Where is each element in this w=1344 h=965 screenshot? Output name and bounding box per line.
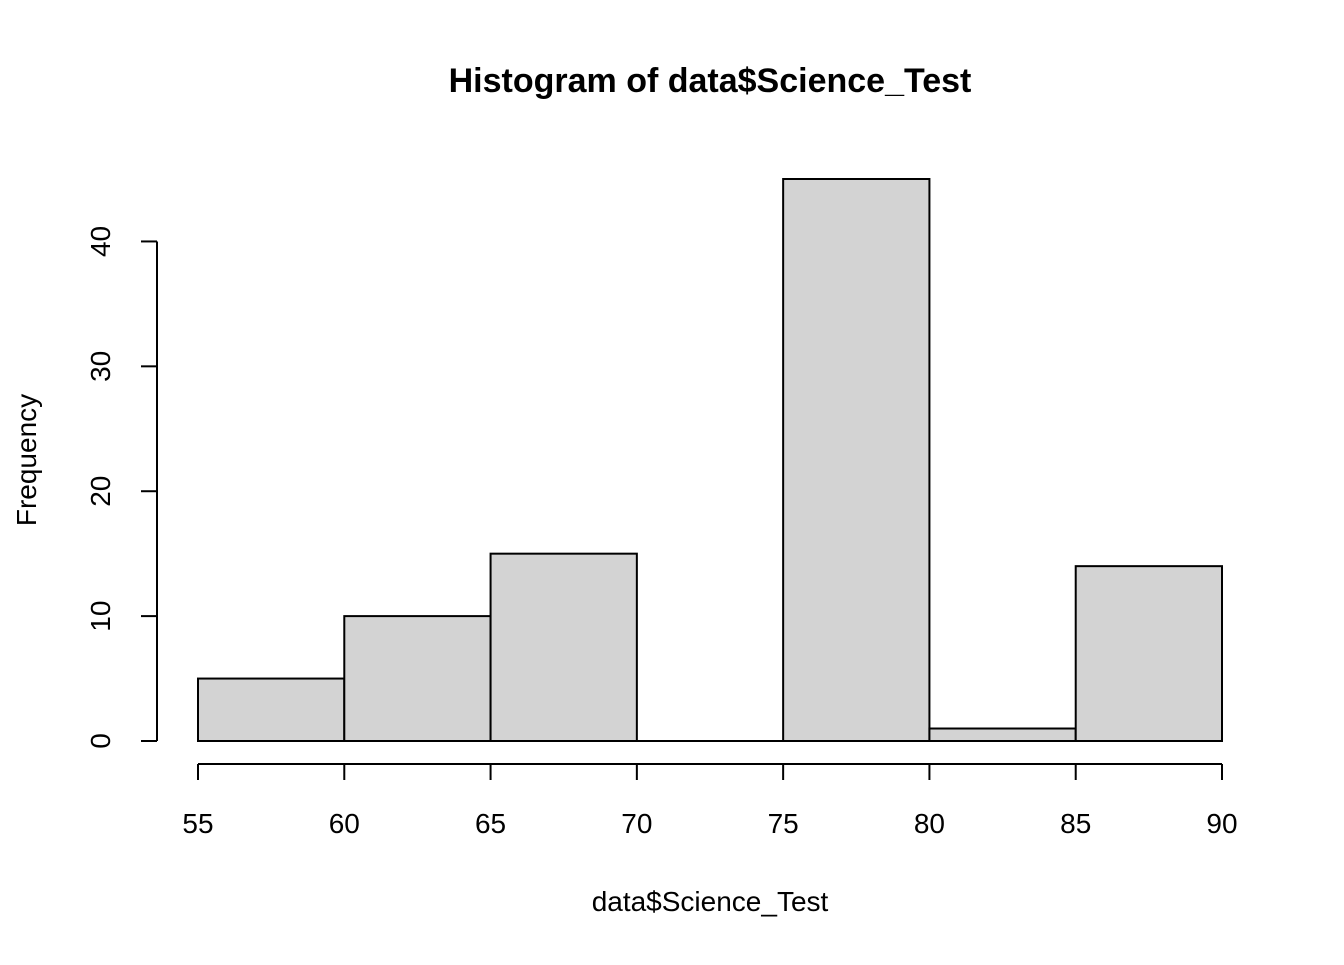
x-tick-label: 90 [1206,808,1237,839]
histogram-bar-60-65 [343,615,492,742]
histogram-bar-75-80 [782,178,931,742]
x-tick-label: 70 [621,808,652,839]
y-tick-label: 20 [85,476,116,507]
chart-title: Histogram of data$Science_Test [449,62,972,100]
y-axis-label: Frequency [11,394,42,526]
x-tick-label: 65 [475,808,506,839]
x-axis: 55 60 65 70 75 80 85 90 [182,763,1238,839]
histogram-bar-80-85 [928,727,1077,742]
y-tick-label: 30 [85,351,116,382]
histogram-bar-65-70 [489,552,638,743]
y-tick-label: 40 [85,226,116,257]
y-tick-label: 10 [85,601,116,632]
x-tick-label: 75 [768,808,799,839]
x-tick-label: 85 [1060,808,1091,839]
histogram-bars [197,178,1223,743]
x-tick-label: 60 [329,808,360,839]
histogram-bar-85-90 [1074,565,1223,743]
y-axis: 0 10 20 30 40 [85,226,158,749]
x-axis-label: data$Science_Test [592,886,829,917]
y-tick-label: 0 [85,733,116,749]
x-tick-label: 80 [914,808,945,839]
histogram-bar-55-60 [197,677,346,742]
x-tick-label: 55 [182,808,213,839]
